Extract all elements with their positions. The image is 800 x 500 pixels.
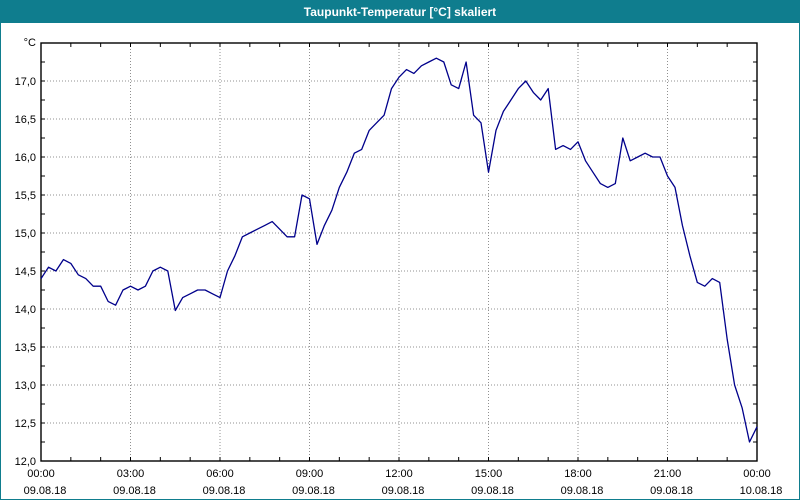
x-axis-time-label: 03:00 bbox=[117, 468, 145, 480]
x-axis-date-label: 09.08.18 bbox=[292, 485, 335, 497]
x-axis-time-label: 12:00 bbox=[385, 468, 413, 480]
y-axis-tick-label: 13,0 bbox=[15, 380, 36, 392]
x-axis-date-label: 09.08.18 bbox=[471, 485, 514, 497]
x-axis-time-label: 00:00 bbox=[743, 468, 771, 480]
x-axis-time-label: 21:00 bbox=[654, 468, 682, 480]
dewpoint-series-line bbox=[40, 57, 758, 443]
x-axis-date-label: 09.08.18 bbox=[24, 485, 67, 497]
x-axis-date-label: 09.08.18 bbox=[113, 485, 156, 497]
x-axis-date-label: 09.08.18 bbox=[203, 485, 246, 497]
y-axis-tick-label: 14,0 bbox=[15, 304, 36, 316]
x-axis-time-label: 00:00 bbox=[27, 468, 55, 480]
y-axis-tick-label: 16,5 bbox=[15, 114, 36, 126]
x-axis-time-label: 15:00 bbox=[475, 468, 503, 480]
x-axis-date-label: 09.08.18 bbox=[382, 485, 425, 497]
x-axis-time-label: 06:00 bbox=[206, 468, 234, 480]
title-bar: Taupunkt-Temperatur [°C] skaliert bbox=[1, 1, 799, 23]
x-axis-date-label: 10.08.18 bbox=[740, 485, 783, 497]
y-axis-tick-label: 15,5 bbox=[15, 190, 36, 202]
x-axis-date-label: 09.08.18 bbox=[650, 485, 693, 497]
y-axis-tick-label: 14,5 bbox=[15, 266, 36, 278]
plot-border bbox=[40, 42, 758, 462]
y-axis-tick-label: 12,5 bbox=[15, 418, 36, 430]
x-axis-time-label: 09:00 bbox=[296, 468, 324, 480]
y-axis-tick-label: 16,0 bbox=[15, 152, 36, 164]
x-axis-time-label: 18:00 bbox=[564, 468, 592, 480]
y-axis-unit-label: °C bbox=[24, 37, 36, 49]
plot-svg: 17,0 16,5 16,0 15,5 15,0 14,5 14,0 13,5 13,0 12,5… bbox=[15, 37, 783, 497]
y-axis-tick-label: 13,5 bbox=[15, 342, 36, 354]
window-title: Taupunkt-Temperatur [°C] skaliert bbox=[303, 5, 497, 19]
x-axis-date-label: 09.08.18 bbox=[561, 485, 604, 497]
y-axis-tick-label: 15,0 bbox=[15, 228, 36, 240]
y-axis-tick-label: 17,0 bbox=[15, 76, 36, 88]
y-axis-tick-label: 12,0 bbox=[15, 456, 36, 468]
